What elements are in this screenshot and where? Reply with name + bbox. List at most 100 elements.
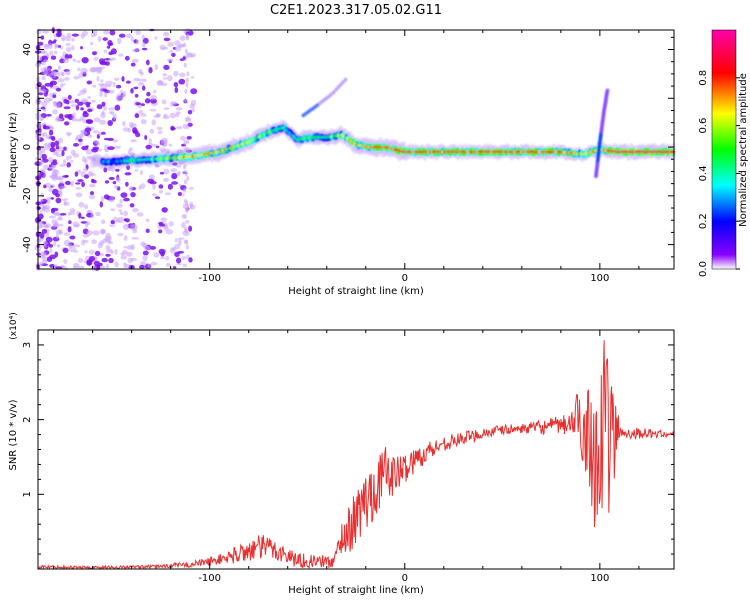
speckle-dot <box>157 130 163 135</box>
speckle-dot <box>114 261 119 268</box>
speckle-dot <box>140 241 146 247</box>
speckle-dot <box>107 240 113 245</box>
speckle-dot <box>169 112 177 119</box>
speckle-dot <box>48 187 53 192</box>
speckle-dot <box>188 257 193 263</box>
speckle-dot <box>163 225 169 231</box>
branch-dot <box>336 85 341 90</box>
speckle-dot <box>74 137 79 141</box>
speckle-dot <box>150 95 158 100</box>
speckle-dot <box>105 245 111 251</box>
speckle-dot <box>168 50 174 53</box>
speckle-dot <box>142 254 148 261</box>
speckle-dot <box>55 32 62 38</box>
speckle-dot <box>149 181 157 185</box>
speckle-dot <box>66 47 72 52</box>
speckle-dot <box>79 89 87 95</box>
speckle-dot <box>77 67 81 72</box>
speckle-dot <box>92 84 97 88</box>
speckle-dot <box>162 31 170 37</box>
speckle-dot <box>151 119 157 126</box>
branch-dot <box>339 82 343 87</box>
speckle-dot <box>47 156 54 163</box>
speckle-dot <box>137 82 145 86</box>
speckle-dot <box>127 128 132 133</box>
colorbar-label: Normalized spectral amplitude <box>738 73 749 227</box>
speckle-dot <box>80 46 83 50</box>
speckle-dot <box>130 244 136 251</box>
speckle-dot <box>74 250 79 253</box>
speckle-dot <box>51 184 55 188</box>
speckle-dot <box>71 37 75 42</box>
speckle-dot <box>37 213 44 220</box>
speckle-dot <box>98 262 103 267</box>
speckle-dot <box>51 41 56 44</box>
branch-dot <box>332 90 336 95</box>
speckle-dot <box>173 82 179 88</box>
speckle-dot <box>133 86 139 90</box>
speckle-dot <box>74 98 80 103</box>
speckle-dot <box>156 126 163 130</box>
speckle-dot <box>141 47 148 51</box>
speckle-dot <box>105 253 111 257</box>
speckle-dot <box>92 130 99 134</box>
speckle-dot <box>124 218 130 223</box>
speckle-dot <box>181 256 186 260</box>
speckle-dot <box>77 179 84 183</box>
speckle-dot <box>186 71 190 77</box>
speckle-dot <box>114 145 121 149</box>
speckle-dot <box>63 146 67 151</box>
speckle-dot <box>141 34 145 40</box>
speckle-dot <box>59 113 64 119</box>
speckle-dot <box>125 251 133 257</box>
speckle-dot <box>60 83 66 86</box>
speckle-dot <box>179 35 186 41</box>
speckle-dot <box>149 128 155 134</box>
speckle-dot <box>168 221 174 227</box>
speckle-dot <box>106 264 109 269</box>
speckle-dot <box>183 42 186 48</box>
speckle-dot <box>96 76 100 82</box>
spectrogram-speckle <box>34 27 198 271</box>
speckle-dot <box>87 171 94 176</box>
speckle-dot <box>45 232 49 239</box>
snr-y-ticks: 1 2 3 <box>22 342 674 555</box>
speckle-dot <box>60 71 64 76</box>
speckle-dot <box>48 166 55 170</box>
speckle-dot <box>188 187 194 190</box>
speckle-dot <box>160 256 166 260</box>
speckle-dot <box>140 113 147 117</box>
speckle-dot <box>83 204 89 210</box>
speckle-dot <box>186 33 190 39</box>
speckle-dot <box>91 99 96 103</box>
speckle-dot <box>153 252 160 258</box>
snr-scale-label: (x10⁴) <box>9 312 19 339</box>
speckle-dot <box>91 148 99 153</box>
speckle-dot <box>167 58 174 63</box>
speckle-dot <box>163 177 170 182</box>
speckle-dot <box>99 88 103 93</box>
speckle-dot <box>81 57 89 64</box>
speckle-dot <box>41 201 47 204</box>
speckle-dot <box>43 164 49 170</box>
spectrogram-panel: -100 0 100 -40 -20 0 20 40 Height of straight … <box>8 27 677 297</box>
speckle-dot <box>65 180 71 185</box>
speckle-dot <box>161 99 167 105</box>
speckle-dot <box>43 70 49 76</box>
speckle-dot <box>124 55 130 61</box>
speckle-dot <box>117 232 124 237</box>
speckle-dot <box>104 61 110 66</box>
speckle-dot <box>99 252 104 257</box>
speckle-dot <box>59 213 67 216</box>
speckle-dot <box>186 136 192 140</box>
speckle-dot <box>185 208 189 214</box>
speckle-dot <box>138 69 143 74</box>
speckle-dot <box>65 42 71 47</box>
speckle-dot <box>50 197 54 200</box>
speckle-dot <box>90 265 97 271</box>
colorbar-tick-label: 0.2 <box>698 213 709 229</box>
speckle-dot <box>146 91 151 97</box>
speckle-dot <box>174 87 179 93</box>
speckle-dot <box>184 97 188 103</box>
speckle-dot <box>114 104 121 111</box>
